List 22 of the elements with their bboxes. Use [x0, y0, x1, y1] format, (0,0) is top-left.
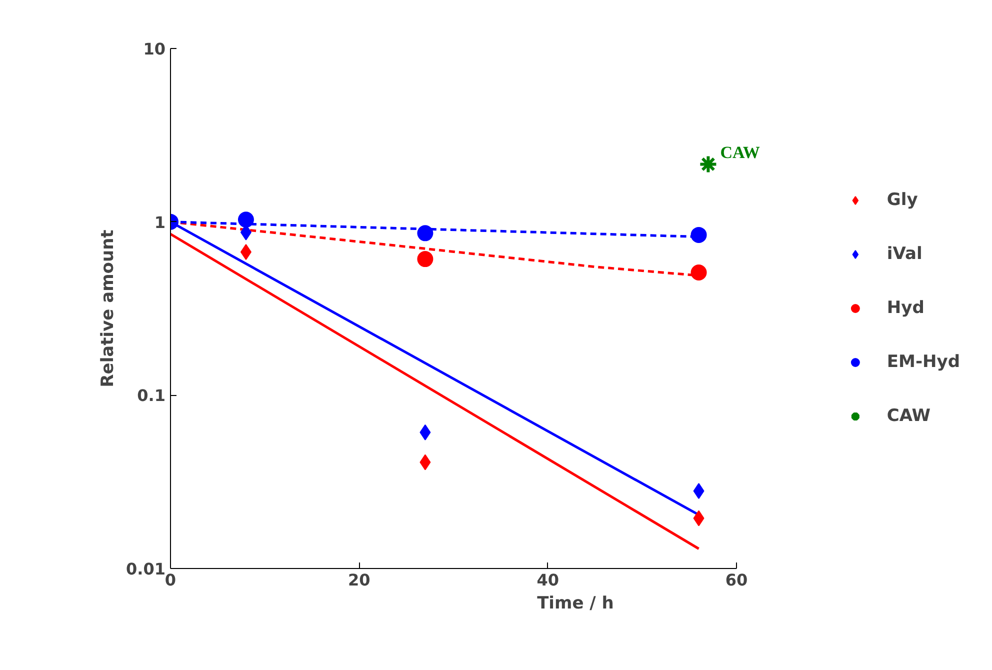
y-tick-label: 1 [154, 212, 166, 232]
legend-label: CAW [886, 406, 931, 426]
legend-label: EM-Hyd [886, 352, 960, 372]
legend-label: iVal [886, 244, 922, 264]
point [698, 154, 718, 174]
y-tick-label: 0.1 [137, 386, 166, 406]
x-axis-title: Time / h [537, 594, 614, 614]
y-tick-label: 0.01 [126, 560, 166, 578]
point [417, 251, 434, 268]
legend-label: Gly [886, 190, 918, 210]
point [238, 212, 254, 228]
x-tick-label: 20 [348, 570, 370, 590]
y-tick-label: 10 [143, 40, 166, 58]
x-tick-label: 60 [725, 570, 748, 590]
x-tick-label: 0 [164, 570, 176, 590]
y-axis-title: Relative amount [98, 230, 118, 388]
x-tick-label: 40 [536, 570, 559, 590]
legend-label: Hyd [886, 298, 924, 318]
point [417, 225, 434, 242]
point [690, 264, 707, 281]
annotation: CAW [720, 143, 760, 162]
point [690, 226, 707, 243]
